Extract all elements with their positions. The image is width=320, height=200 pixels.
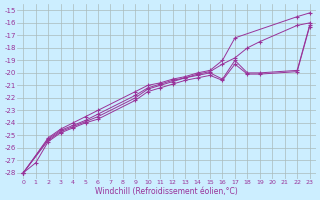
X-axis label: Windchill (Refroidissement éolien,°C): Windchill (Refroidissement éolien,°C) [95, 187, 238, 196]
